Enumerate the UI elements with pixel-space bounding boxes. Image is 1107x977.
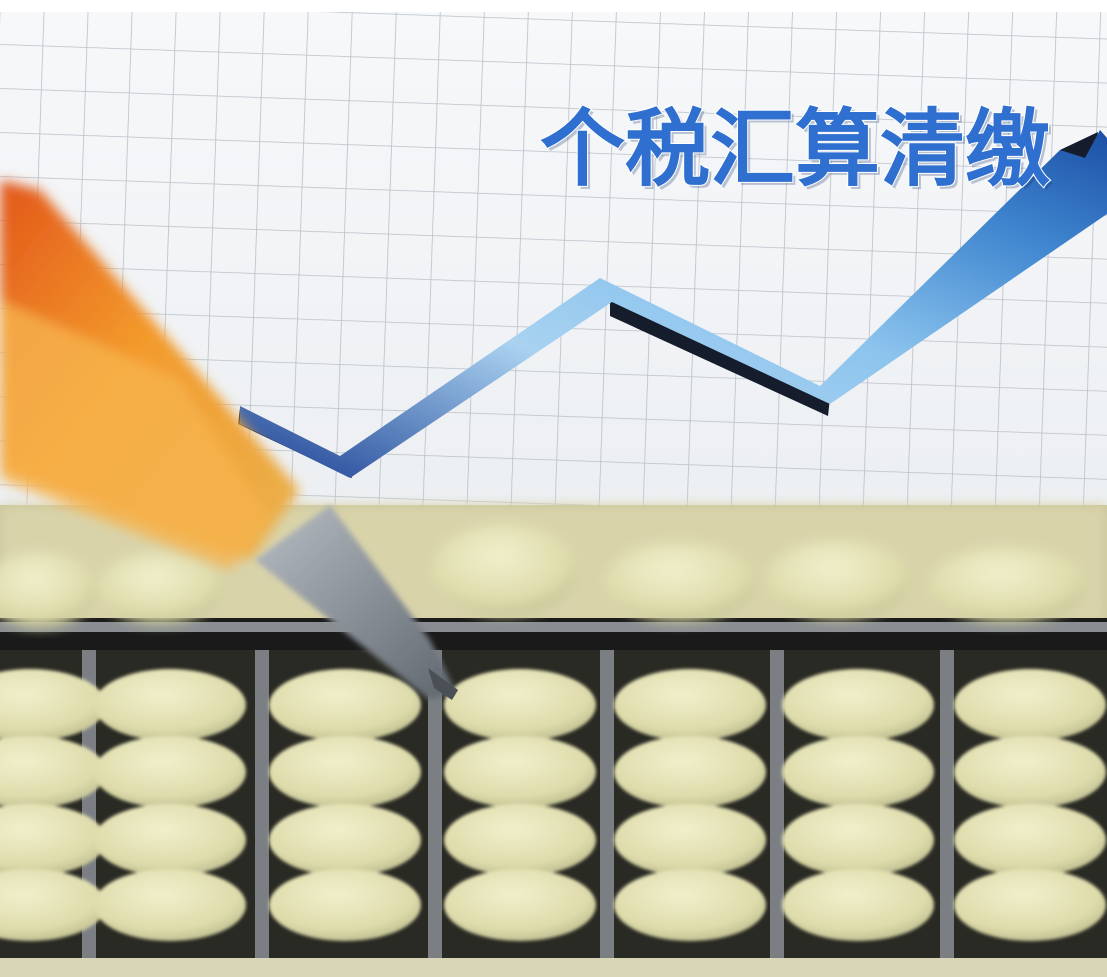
abacus-bead bbox=[444, 804, 596, 876]
trend-arrow-icon bbox=[238, 130, 1107, 478]
abacus-bead bbox=[444, 869, 596, 941]
abacus-bead bbox=[782, 736, 934, 808]
abacus-bead bbox=[782, 804, 934, 876]
abacus-bead bbox=[954, 804, 1106, 876]
abacus-bead bbox=[614, 804, 766, 876]
abacus-bead bbox=[0, 669, 106, 741]
abacus-bead bbox=[269, 736, 421, 808]
abacus-bead bbox=[94, 869, 246, 941]
abacus-bead bbox=[954, 869, 1106, 941]
abacus-bead bbox=[782, 869, 934, 941]
abacus-bead bbox=[269, 804, 421, 876]
abacus-bead bbox=[614, 669, 766, 741]
abacus-bead bbox=[94, 804, 246, 876]
abacus-bead bbox=[782, 669, 934, 741]
abacus-bead bbox=[269, 869, 421, 941]
abacus-bead bbox=[954, 736, 1106, 808]
abacus-bead bbox=[94, 669, 246, 741]
abacus-icon bbox=[0, 505, 1107, 977]
headline-text: 个税汇算清缴 bbox=[540, 100, 1050, 198]
abacus-bead bbox=[0, 736, 106, 808]
pen-icon bbox=[0, 180, 458, 700]
abacus-bead bbox=[94, 736, 246, 808]
abacus-bead bbox=[444, 736, 596, 808]
headline-shadow: 个税汇算清缴 bbox=[543, 103, 1053, 201]
abacus-bead bbox=[444, 669, 596, 741]
abacus-bead bbox=[0, 804, 106, 876]
abacus-bead bbox=[614, 736, 766, 808]
abacus-bead bbox=[0, 869, 106, 941]
abacus-bead bbox=[954, 669, 1106, 741]
abacus-bead bbox=[269, 669, 421, 741]
abacus-bead bbox=[614, 869, 766, 941]
